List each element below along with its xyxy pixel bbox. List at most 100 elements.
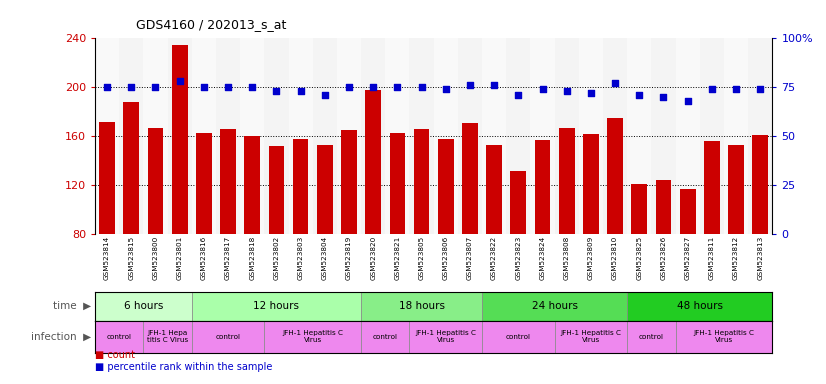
Bar (292, 139, 308, 234)
Text: JFH-1 Hepatitis C
Virus: JFH-1 Hepatitis C Virus (415, 331, 477, 343)
Bar (603, 38, 627, 234)
Bar (361, 321, 410, 353)
Point (536, 86, 549, 93)
Bar (583, 134, 599, 234)
Point (245, 84, 259, 91)
Bar (438, 139, 453, 234)
Bar (676, 321, 772, 353)
Bar (144, 321, 192, 353)
Bar (95, 38, 119, 234)
Point (609, 80, 622, 86)
Bar (192, 38, 216, 234)
Bar (172, 45, 188, 234)
Bar (168, 38, 192, 234)
Bar (579, 38, 603, 234)
Point (125, 84, 138, 91)
Bar (288, 38, 313, 234)
Bar (410, 38, 434, 234)
Bar (462, 123, 477, 234)
Bar (458, 38, 482, 234)
Point (149, 84, 162, 91)
Text: control: control (506, 334, 531, 340)
Bar (99, 122, 115, 234)
Text: 24 hours: 24 hours (532, 301, 577, 311)
Bar (410, 321, 482, 353)
Point (101, 84, 114, 91)
Bar (752, 135, 768, 234)
Bar (216, 38, 240, 234)
Bar (119, 38, 144, 234)
Text: JFH-1 Hepa
titis C Virus: JFH-1 Hepa titis C Virus (147, 331, 188, 343)
Bar (264, 38, 288, 234)
Bar (482, 292, 627, 321)
Text: GDS4160 / 202013_s_at: GDS4160 / 202013_s_at (136, 18, 287, 31)
Point (584, 90, 597, 96)
Text: control: control (638, 334, 664, 340)
Bar (627, 292, 772, 321)
Bar (434, 38, 458, 234)
Point (729, 86, 743, 93)
Bar (724, 38, 748, 234)
Text: infection  ▶: infection ▶ (31, 332, 91, 342)
Bar (414, 129, 430, 234)
Text: ■ percentile rank within the sample: ■ percentile rank within the sample (95, 362, 273, 372)
Bar (341, 130, 357, 234)
Bar (607, 118, 623, 234)
Text: 12 hours: 12 hours (254, 301, 299, 311)
Point (343, 84, 356, 91)
Text: control: control (216, 334, 240, 340)
Bar (95, 321, 144, 353)
Bar (482, 38, 506, 234)
Text: 6 hours: 6 hours (124, 301, 163, 311)
Point (197, 84, 211, 91)
Bar (337, 38, 361, 234)
Bar (506, 38, 530, 234)
Bar (385, 38, 410, 234)
Bar (487, 145, 502, 234)
Bar (510, 170, 526, 234)
Text: ■ count: ■ count (95, 350, 135, 360)
Bar (748, 38, 772, 234)
Point (681, 98, 695, 104)
Point (173, 78, 187, 84)
Bar (361, 292, 482, 321)
Bar (244, 136, 260, 234)
Bar (361, 38, 385, 234)
Bar (656, 180, 672, 234)
Text: JFH-1 Hepatitis C
Virus: JFH-1 Hepatitis C Virus (560, 331, 621, 343)
Text: 18 hours: 18 hours (399, 301, 444, 311)
Point (560, 88, 573, 94)
Bar (317, 145, 333, 234)
Point (367, 84, 380, 91)
Bar (676, 38, 700, 234)
Bar (268, 146, 284, 234)
Point (391, 84, 404, 91)
Bar (652, 38, 676, 234)
Text: JFH-1 Hepatitis C
Virus: JFH-1 Hepatitis C Virus (694, 331, 754, 343)
Bar (554, 321, 627, 353)
Text: 48 hours: 48 hours (676, 301, 723, 311)
Bar (631, 184, 647, 234)
Bar (123, 102, 139, 234)
Bar (221, 129, 236, 234)
Bar (192, 321, 264, 353)
Point (512, 92, 525, 98)
Bar (196, 132, 211, 234)
Bar (192, 292, 361, 321)
Bar (264, 321, 361, 353)
Bar (390, 132, 406, 234)
Point (705, 86, 719, 93)
Bar (627, 321, 676, 353)
Bar (95, 292, 192, 321)
Point (415, 84, 428, 91)
Text: JFH-1 Hepatitis C
Virus: JFH-1 Hepatitis C Virus (282, 331, 343, 343)
Text: control: control (373, 334, 398, 340)
Bar (680, 189, 695, 234)
Bar (144, 38, 168, 234)
Point (318, 92, 331, 98)
Bar (148, 128, 164, 234)
Bar (240, 38, 264, 234)
Bar (704, 141, 719, 234)
Bar (482, 321, 554, 353)
Bar (365, 90, 381, 234)
